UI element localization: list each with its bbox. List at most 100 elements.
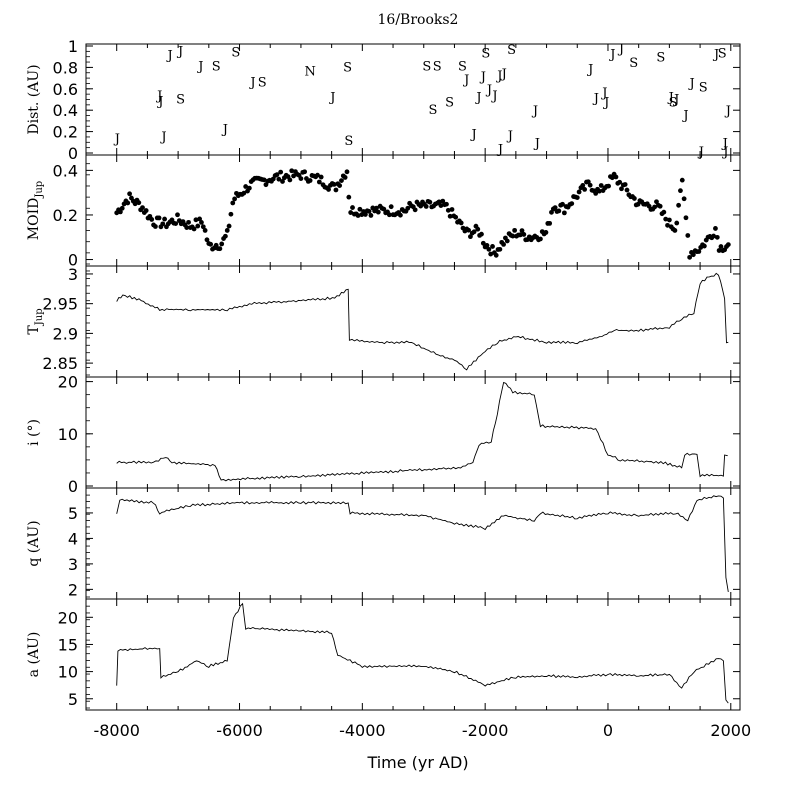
moid-point (560, 201, 565, 207)
dist-point-J: J (166, 49, 173, 64)
moid-point (681, 196, 687, 202)
moid-point (162, 216, 168, 222)
dist-point-J: J (667, 90, 674, 105)
moid-point (346, 194, 352, 200)
moid-point (716, 248, 722, 253)
moid-point (291, 173, 296, 179)
moid-point (232, 196, 238, 202)
moid-point (175, 212, 180, 218)
moid-point (173, 221, 179, 227)
moid-point (241, 190, 247, 196)
moid-point (152, 224, 158, 229)
moid-point (222, 233, 228, 239)
moid-point (480, 240, 486, 246)
moid-point (274, 172, 280, 178)
moid-point (598, 183, 604, 188)
incl-ylabel: i (°) (26, 419, 42, 446)
moid-point (587, 182, 593, 188)
a-ytick-label: 15 (58, 635, 78, 654)
moid-point (342, 175, 348, 180)
moid-point (184, 225, 190, 230)
moid-point (423, 204, 429, 209)
moid-point (517, 232, 523, 238)
moid-point (333, 187, 339, 193)
moid-point (440, 198, 446, 204)
dist-point-J: J (681, 108, 688, 123)
dist-point-J: J (592, 91, 599, 106)
moid-ytick-label: 0.4 (53, 161, 78, 180)
moid-point (652, 204, 658, 210)
moid-point (228, 211, 234, 217)
dist-point-J: J (600, 86, 607, 101)
dist-point-S: S (669, 96, 678, 111)
moid-point (368, 213, 374, 218)
moid-point (186, 219, 191, 225)
moid-point (661, 209, 667, 215)
dist-point-J: J (531, 104, 538, 119)
moid-point (357, 206, 363, 212)
moid-point (136, 200, 142, 206)
moid-point (490, 244, 495, 249)
a-ytick-label: 5 (68, 690, 78, 709)
dist-point-S: S (433, 59, 442, 74)
moid-point (678, 188, 683, 194)
moid-point (200, 224, 206, 230)
moid-point (663, 216, 669, 222)
dist-point-J: J (724, 104, 731, 119)
x-tick-label: -6000 (216, 721, 263, 740)
moid-point (287, 177, 293, 183)
moid-point (127, 191, 132, 197)
moid-point (344, 169, 350, 175)
moid-point (561, 210, 567, 216)
a-ytick-label: 10 (58, 663, 78, 682)
incl-frame (85, 376, 741, 489)
moid-point (453, 214, 459, 220)
dist-point-J: J (500, 67, 507, 82)
moid-point (208, 241, 214, 247)
moid-point (665, 222, 670, 228)
moid-point (375, 209, 381, 215)
dist-ytick-label: 0.4 (53, 101, 78, 120)
moid-point (593, 190, 599, 196)
moid-point (217, 246, 223, 252)
moid-point (280, 179, 285, 184)
dist-point-S: S (422, 59, 431, 74)
moid-point (350, 205, 355, 210)
moid-point (582, 186, 588, 192)
dist-point-J: J (672, 92, 679, 107)
a-ylabel: a (AU) (26, 632, 42, 678)
moid-point (331, 182, 337, 187)
q-ytick-label: 5 (68, 504, 78, 523)
dist-point-S: S (699, 81, 708, 96)
dist-point-J: J (221, 122, 228, 137)
moid-point (696, 249, 702, 254)
dist-point-S: S (481, 46, 490, 61)
moid-point (484, 243, 490, 248)
moid-point (657, 203, 663, 209)
moid-point (140, 205, 145, 211)
moid-point (622, 182, 628, 187)
moid-point (156, 215, 162, 221)
moid-point (711, 233, 716, 239)
moid-point (569, 201, 575, 207)
moid-point (117, 209, 123, 215)
moid-point (318, 174, 324, 180)
dist-point-S: S (212, 59, 221, 74)
q-frame (85, 487, 741, 600)
dist-ytick-label: 0 (68, 144, 78, 163)
moid-point (580, 182, 586, 188)
moid-point (405, 205, 411, 211)
dist-point-J: J (176, 44, 183, 59)
moid-point (479, 231, 484, 237)
moid-point (243, 184, 249, 189)
moid-point (412, 207, 418, 213)
chart-title: 16/Brooks2 (378, 12, 459, 28)
dist-point-J: J (533, 136, 540, 151)
tjup-ytick-label: 3 (68, 265, 78, 284)
moid-point (398, 212, 403, 218)
moid-point (191, 226, 197, 232)
a-ytick-label: 20 (58, 608, 78, 627)
moid-point (119, 205, 125, 211)
moid-point (149, 217, 155, 222)
